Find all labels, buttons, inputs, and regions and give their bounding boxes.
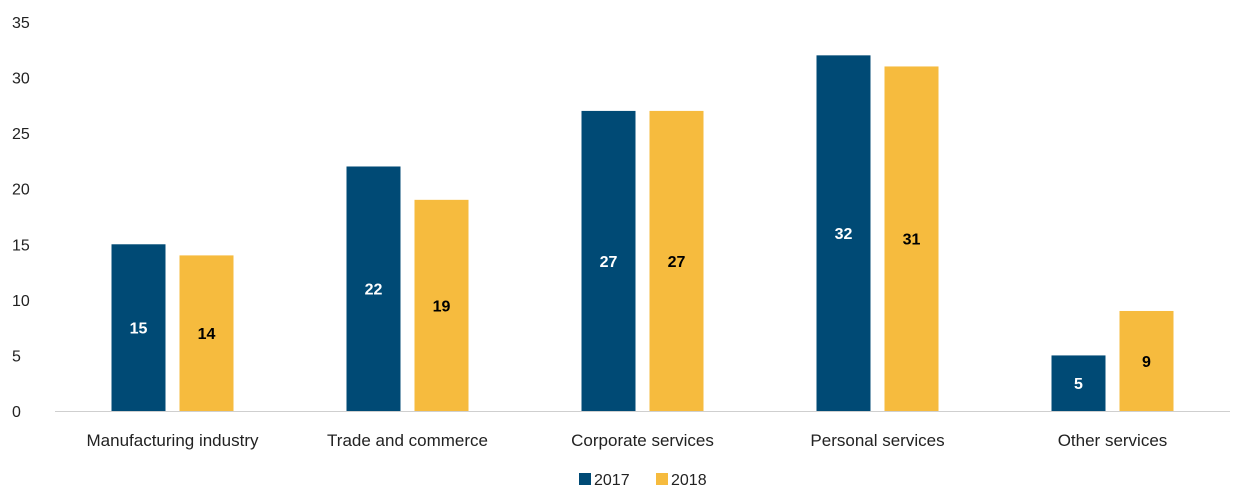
bar-2017-4 [1051,355,1106,411]
data-label-2018-0: 14 [198,326,216,343]
legend-label-2017: 2017 [594,472,630,489]
bar-2018-0 [179,255,234,411]
x-category-label: Manufacturing industry [87,431,259,450]
y-axis: 0 5 10 15 20 25 30 35 [12,15,30,421]
data-label-2018-4: 9 [1142,354,1151,371]
bar-2017-2 [581,110,636,412]
x-axis: Manufacturing industry Trade and commerce… [87,431,1168,450]
y-tick-label: 10 [12,293,30,310]
bar-2018-2 [649,110,704,412]
data-label-2017-1: 22 [365,282,383,299]
bar-2018-4 [1119,310,1174,411]
y-tick-label: 0 [12,404,21,421]
y-tick-label: 35 [12,15,30,32]
y-tick-label: 5 [12,348,21,365]
bars: 15 14 22 19 27 27 32 31 5 9 [111,55,1174,412]
bar-2017-1 [346,166,401,411]
bar-2018-1 [414,199,469,411]
data-label-2017-2: 27 [600,254,618,271]
data-label-2018-2: 27 [668,254,686,271]
y-tick-label: 25 [12,126,30,143]
y-tick-label: 20 [12,182,30,199]
data-label-2018-1: 19 [433,298,451,315]
y-tick-label: 30 [12,71,30,88]
bar-2017-0 [111,244,166,411]
bar-2018-3 [884,66,939,411]
bar-2017-3 [816,55,871,411]
x-category-label: Corporate services [571,431,714,450]
legend-label-2018: 2018 [671,472,707,489]
legend-swatch-2017 [579,473,591,485]
legend: 2017 2018 [579,472,707,489]
x-category-label: Other services [1058,431,1168,450]
legend-swatch-2018 [656,473,668,485]
y-tick-label: 15 [12,237,30,254]
data-label-2018-3: 31 [903,232,921,249]
data-label-2017-3: 32 [835,226,853,243]
x-category-label: Trade and commerce [327,431,488,450]
x-category-label: Personal services [810,431,944,450]
data-label-2017-4: 5 [1074,376,1083,393]
data-label-2017-0: 15 [130,321,148,338]
